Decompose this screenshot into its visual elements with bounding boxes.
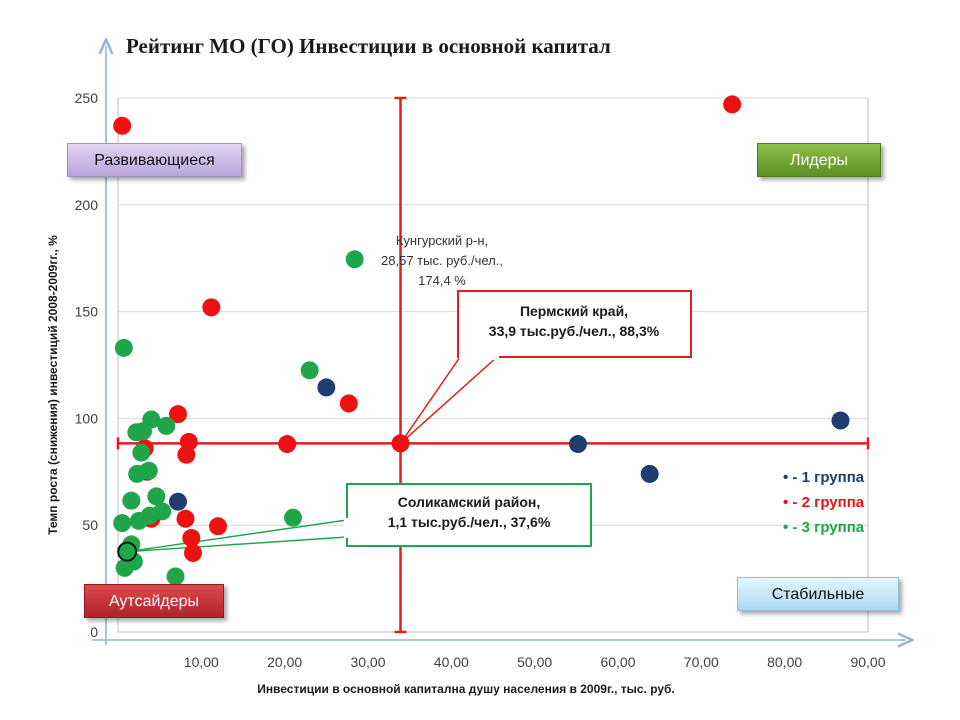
solikamsk-callout-box [346, 483, 592, 547]
x-tick-label: 30,00 [350, 654, 385, 670]
data-points [113, 95, 850, 586]
y-tick-label: 200 [75, 197, 99, 213]
data-point-group-3 [134, 422, 152, 441]
data-point-group-3 [166, 567, 185, 586]
plot-area [117, 97, 869, 633]
data-point-group-1 [831, 411, 850, 430]
x-tick-label: 10,00 [184, 654, 219, 670]
x-tick-label: 20,00 [267, 654, 302, 670]
perm-callout-pointer [399, 356, 498, 444]
y-tick-label: 150 [75, 304, 99, 320]
data-point-group-2 [278, 435, 297, 454]
data-point-group-3 [128, 464, 147, 483]
x-tick-label: 70,00 [684, 654, 719, 670]
perm-callout-line-1: Пермский край, [520, 303, 628, 319]
kungur-note-line-1: Кунгурский р-н, [396, 233, 488, 248]
data-point-group-2 [113, 116, 132, 135]
data-point-group-2 [202, 298, 221, 317]
data-point-group-3 [114, 338, 133, 357]
chart-title: Рейтинг МО (ГО) Инвестиции в основной ка… [126, 34, 611, 58]
quadrant-label-stable: Стабильные [737, 577, 899, 611]
data-point-group-3 [284, 508, 302, 527]
data-point-group-2 [209, 517, 227, 536]
highlighted-point-ring [117, 541, 138, 562]
data-point-group-3 [345, 250, 364, 269]
data-point-group-2 [723, 95, 742, 114]
legend-group-2: • - 2 группа [783, 494, 865, 511]
data-point-group-2 [176, 509, 195, 528]
perm-callout-box [457, 290, 692, 358]
data-point-group-3 [115, 558, 134, 577]
kungur-note-line-3: 174,4 % [418, 273, 466, 288]
perm-callout-gap [459, 350, 499, 360]
solikamsk-callout-line-1: Соликамский район, [398, 494, 541, 510]
data-point-group-3 [300, 361, 319, 380]
data-point-group-2 [177, 445, 196, 464]
solikamsk-callout-line-2: 1,1 тыс.руб./чел., 37,6% [388, 514, 551, 530]
y-tick-label: 0 [90, 624, 98, 640]
legend-group-1: • - 1 группа [783, 469, 865, 486]
y-tick-labels: 0 50 100 150 200 250 [75, 90, 99, 640]
callouts: Пермский край, 33,9 тыс.руб./чел., 88,3%… [127, 233, 692, 553]
data-point-group-3 [157, 416, 176, 435]
y-axis-title: Темп роста (снижения) инвестиций 2008-20… [46, 235, 60, 535]
legend-group-3: • - 3 группа [783, 519, 865, 536]
y-tick-label: 100 [75, 410, 99, 426]
quadrant-label-developing: Развивающиеся [67, 143, 242, 177]
data-point-group-2 [339, 394, 358, 413]
data-point-group-2 [391, 434, 410, 453]
x-tick-label: 90,00 [850, 654, 885, 670]
data-point-group-1 [169, 492, 187, 511]
data-point-group-3 [132, 443, 151, 462]
data-point-group-1 [569, 435, 587, 454]
x-axis-title: Инвестиции в основной капитална душу нас… [257, 682, 675, 696]
data-point-group-1 [317, 378, 336, 397]
x-tick-label: 40,00 [434, 654, 469, 670]
x-tick-labels: 10,00 20,00 30,00 40,00 50,00 60,00 70,00 80,00… [184, 654, 886, 670]
y-tick-label: 250 [75, 90, 99, 106]
x-tick-label: 80,00 [767, 654, 802, 670]
kungur-note-line-2: 28,57 тыс. руб./чел., [381, 253, 503, 268]
data-point-group-3 [122, 491, 141, 510]
quadrant-label-leaders: Лидеры [757, 143, 881, 177]
data-point-group-3 [113, 514, 132, 533]
data-point-group-3 [129, 511, 148, 530]
data-point-group-2 [184, 543, 202, 562]
solikamsk-callout-gap [344, 518, 352, 538]
reference-lines [116, 96, 870, 634]
data-point-group-2 [182, 529, 201, 548]
y-tick-label: 50 [82, 517, 98, 533]
x-tick-label: 50,00 [517, 654, 552, 670]
perm-callout-line-2: 33,9 тыс.руб./чел., 88,3% [489, 323, 660, 339]
quadrant-label-outsiders: Аутсайдеры [84, 584, 224, 618]
x-tick-label: 60,00 [600, 654, 635, 670]
gridlines [118, 97, 868, 526]
data-point-group-3 [147, 487, 166, 506]
data-point-group-2 [169, 405, 187, 424]
data-point-group-1 [640, 464, 659, 483]
